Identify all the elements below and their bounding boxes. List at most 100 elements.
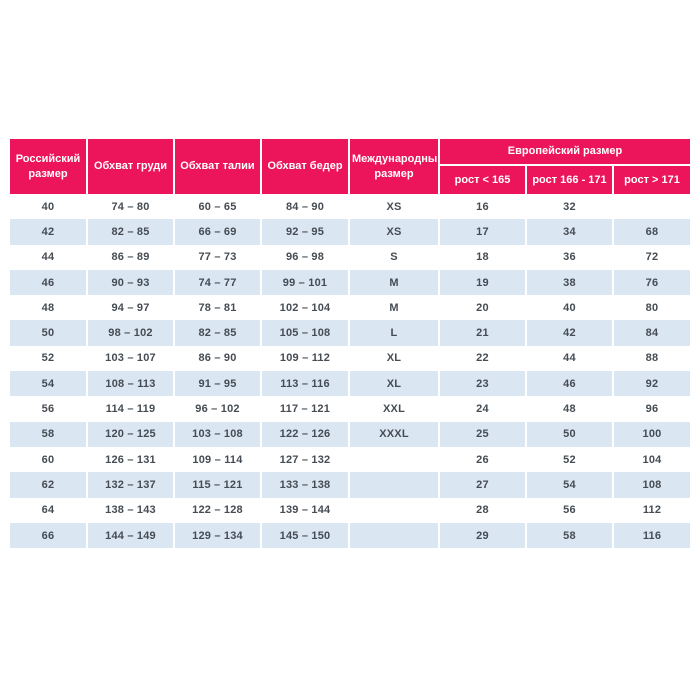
table-cell: 20 <box>440 295 527 321</box>
table-cell: 80 <box>614 295 690 321</box>
table-cell: 129 – 134 <box>175 522 262 549</box>
table-cell: 38 <box>527 269 614 296</box>
table-cell: 54 <box>10 371 88 397</box>
table-row: 58 120 – 125 103 – 108 122 – 126 XXXL 25 50 100 <box>10 421 690 447</box>
table-row: 66 144 – 149 129 – 134 145 – 150 29 58 116 <box>10 522 690 549</box>
table-cell: 60 <box>10 446 88 473</box>
table-cell: 91 – 95 <box>175 371 262 397</box>
table-cell: 72 <box>614 244 690 270</box>
table-cell: 120 – 125 <box>88 421 175 447</box>
table-cell: 68 <box>614 219 690 245</box>
table-row: 54 108 – 113 91 – 95 113 – 116 XL 23 46 92 <box>10 371 690 397</box>
table-cell: 58 <box>10 421 88 447</box>
table-cell: 48 <box>10 295 88 321</box>
size-table-body: 40 74 – 80 60 – 65 84 – 90 XS 16 32 42 82 – 85 66… <box>10 194 690 549</box>
table-row: 50 98 – 102 82 – 85 105 – 108 L 21 42 84 <box>10 320 690 346</box>
size-chart-container: Российский размер Обхват груди Обхват та… <box>10 139 690 549</box>
table-cell: 66 – 69 <box>175 219 262 245</box>
table-cell: 84 – 90 <box>262 194 350 220</box>
table-cell: 44 <box>10 244 88 270</box>
table-cell: 28 <box>440 497 527 523</box>
size-chart-table: Российский размер Обхват груди Обхват та… <box>10 139 690 549</box>
table-cell: 92 <box>614 371 690 397</box>
table-cell: 115 – 121 <box>175 472 262 498</box>
table-cell: 26 <box>440 446 527 473</box>
header-height-lt-165: рост < 165 <box>440 166 527 194</box>
header-height-166-171: рост 166 - 171 <box>527 166 614 194</box>
table-cell: 48 <box>527 396 614 422</box>
table-header: Российский размер Обхват груди Обхват та… <box>10 139 690 194</box>
table-cell: 56 <box>10 396 88 422</box>
table-cell: 122 – 126 <box>262 421 350 447</box>
header-row-sub: рост < 165 рост 166 - 171 рост > 171 <box>10 166 690 194</box>
table-cell: 40 <box>10 194 88 220</box>
table-cell: XS <box>350 219 440 245</box>
header-row-main: Российский размер Обхват груди Обхват та… <box>10 139 690 194</box>
table-cell: 126 – 131 <box>88 446 175 473</box>
table-cell: 108 – 113 <box>88 371 175 397</box>
table-cell: 100 <box>614 421 690 447</box>
table-cell: 145 – 150 <box>262 522 350 549</box>
table-cell <box>350 497 440 523</box>
table-cell: 96 <box>614 396 690 422</box>
table-cell: 23 <box>440 371 527 397</box>
table-cell <box>350 446 440 473</box>
table-cell: 127 – 132 <box>262 446 350 473</box>
table-cell: 88 <box>614 345 690 372</box>
table-cell: 113 – 116 <box>262 371 350 397</box>
table-cell: 22 <box>440 345 527 372</box>
table-cell: 82 – 85 <box>88 219 175 245</box>
table-cell: 103 – 107 <box>88 345 175 372</box>
table-row: 56 114 – 119 96 – 102 117 – 121 XXL 24 48 96 <box>10 396 690 422</box>
table-cell: 36 <box>527 244 614 270</box>
table-cell: XL <box>350 371 440 397</box>
table-cell: 46 <box>10 269 88 296</box>
table-row: 42 82 – 85 66 – 69 92 – 95 XS 17 34 68 <box>10 219 690 245</box>
table-cell: 16 <box>440 194 527 220</box>
table-cell: 74 – 80 <box>88 194 175 220</box>
table-cell <box>614 194 690 220</box>
table-cell: 29 <box>440 522 527 549</box>
table-row: 62 132 – 137 115 – 121 133 – 138 27 54 108 <box>10 472 690 498</box>
table-cell: 44 <box>527 345 614 372</box>
table-cell: 64 <box>10 497 88 523</box>
table-cell: M <box>350 295 440 321</box>
header-russian-size: Российский размер <box>10 139 88 194</box>
table-cell: 50 <box>527 421 614 447</box>
header-height-gt-171: рост > 171 <box>614 166 690 194</box>
header-hips: Обхват бедер <box>262 139 350 194</box>
table-cell: S <box>350 244 440 270</box>
table-cell: 52 <box>10 345 88 372</box>
table-cell: 82 – 85 <box>175 320 262 346</box>
table-cell: 62 <box>10 472 88 498</box>
table-cell: 144 – 149 <box>88 522 175 549</box>
table-row: 44 86 – 89 77 – 73 96 – 98 S 18 36 72 <box>10 244 690 270</box>
table-cell: 96 – 98 <box>262 244 350 270</box>
table-cell: 46 <box>527 371 614 397</box>
table-cell: 25 <box>440 421 527 447</box>
table-cell: XXXL <box>350 421 440 447</box>
table-cell: M <box>350 269 440 296</box>
table-cell: 132 – 137 <box>88 472 175 498</box>
table-row: 40 74 – 80 60 – 65 84 – 90 XS 16 32 <box>10 194 690 220</box>
table-cell: 24 <box>440 396 527 422</box>
table-cell: 50 <box>10 320 88 346</box>
table-cell: 18 <box>440 244 527 270</box>
table-cell: 54 <box>527 472 614 498</box>
table-row: 64 138 – 143 122 – 128 139 – 144 28 56 112 <box>10 497 690 523</box>
table-row: 46 90 – 93 74 – 77 99 – 101 M 19 38 76 <box>10 269 690 296</box>
table-cell: 104 <box>614 446 690 473</box>
table-cell: 138 – 143 <box>88 497 175 523</box>
table-cell: 42 <box>527 320 614 346</box>
table-cell: 40 <box>527 295 614 321</box>
table-cell: 108 <box>614 472 690 498</box>
table-cell: 99 – 101 <box>262 269 350 296</box>
table-cell: XS <box>350 194 440 220</box>
table-cell: 77 – 73 <box>175 244 262 270</box>
table-cell: 84 <box>614 320 690 346</box>
table-cell: 42 <box>10 219 88 245</box>
table-cell: 74 – 77 <box>175 269 262 296</box>
table-cell: 52 <box>527 446 614 473</box>
table-cell: L <box>350 320 440 346</box>
table-cell: 122 – 128 <box>175 497 262 523</box>
